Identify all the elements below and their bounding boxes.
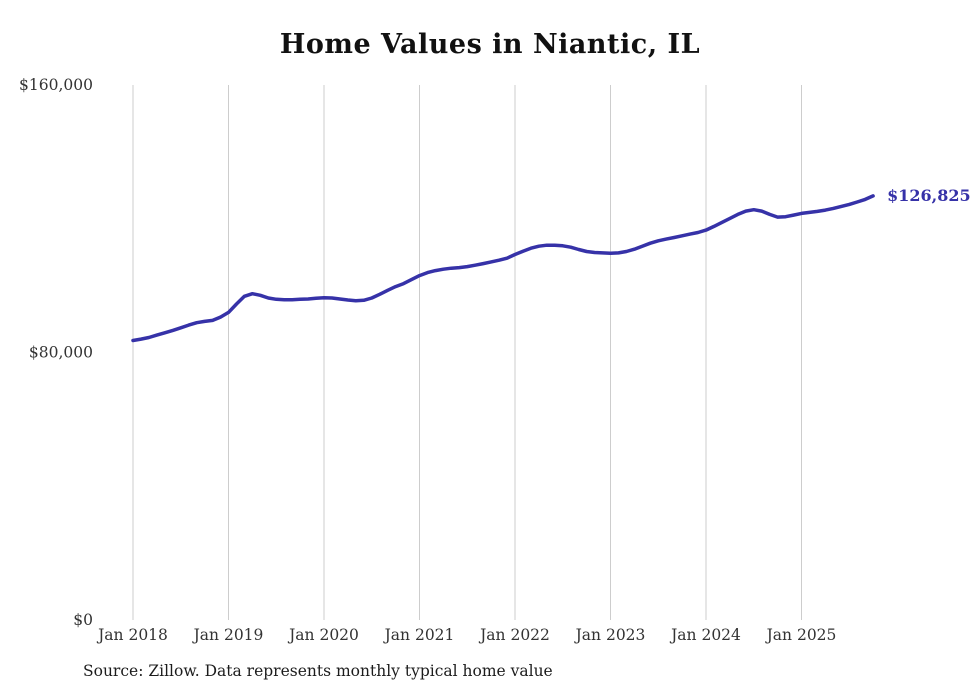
home-value-line (131, 194, 875, 343)
x-tick-label: Jan 2019 (192, 626, 264, 644)
x-axis-labels: Jan 2018 Jan 2019 Jan 2020 Jan 2021 Jan 2022… (96, 626, 836, 644)
x-tick-label: Jan 2020 (287, 626, 359, 644)
source-note: Source: Zillow. Data represents monthly … (83, 662, 553, 680)
x-tick-label: Jan 2024 (669, 626, 741, 644)
y-tick-label: $160,000 (19, 76, 93, 94)
y-axis-labels: $0 $80,000 $160,000 (19, 76, 93, 629)
x-tick-label: Jan 2018 (96, 626, 168, 644)
x-tick-label: Jan 2025 (765, 626, 837, 644)
end-value-label: $126,825 (887, 186, 971, 205)
x-tick-label: Jan 2021 (383, 626, 455, 644)
chart-title: Home Values in Niantic, IL (279, 29, 701, 60)
x-tick-label: Jan 2022 (478, 626, 550, 644)
gridlines (132, 85, 802, 620)
y-tick-label: $0 (73, 611, 93, 629)
y-tick-label: $80,000 (29, 344, 93, 362)
x-tick-label: Jan 2023 (574, 626, 646, 644)
